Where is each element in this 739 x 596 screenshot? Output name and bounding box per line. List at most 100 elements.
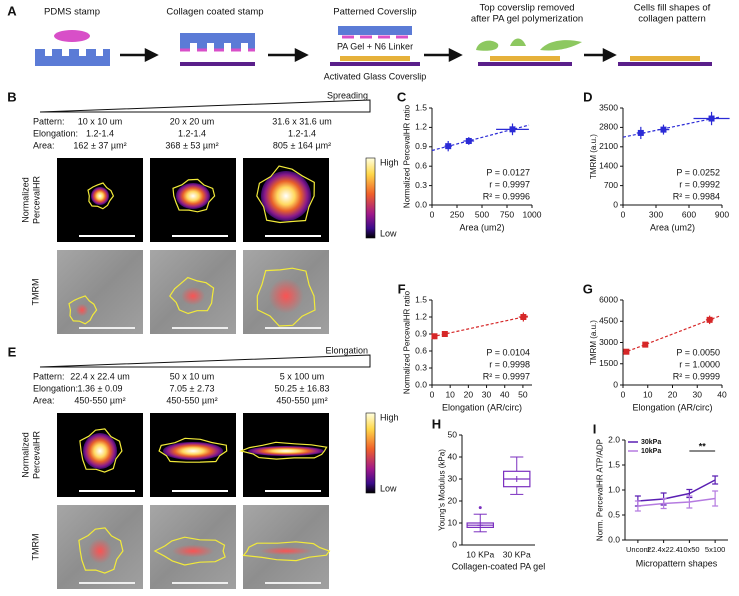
y-tick-label: 10	[448, 517, 458, 527]
row-title: PercevalHR	[31, 430, 41, 479]
column-value: 1.36 ± 0.09	[78, 383, 123, 393]
x-tick-label: Uncont	[626, 545, 651, 554]
y-tick-label: 40	[448, 451, 458, 461]
cell	[510, 38, 526, 46]
x-tick-label: 500	[475, 209, 489, 219]
stat-label: r = 0.9992	[679, 179, 720, 189]
x-tick-label: 22.4x22.4	[647, 545, 680, 554]
colorbar-high: High	[380, 412, 399, 422]
y-tick-label: 0.3	[415, 180, 427, 190]
row-title: PercevalHR	[31, 175, 41, 224]
cell	[540, 40, 582, 51]
cell-heat	[261, 171, 311, 221]
glass-coverslip	[330, 62, 420, 66]
row-title: TMRM	[30, 279, 40, 306]
y-tick-label: 2.0	[608, 434, 620, 444]
column-value: 7.05 ± 2.73	[170, 383, 215, 393]
error-bar	[634, 500, 641, 512]
x-tick-label: 0	[430, 209, 435, 219]
x-axis-title: Elongation (AR/circ)	[632, 402, 712, 412]
stat-label: R² = 0.9996	[483, 191, 530, 201]
mean	[477, 522, 484, 529]
column-value: 368 ± 53 µm²	[165, 140, 218, 150]
tmrm-image	[57, 250, 143, 334]
step-label: Top coverslip removed	[479, 3, 574, 14]
panel-letter: A	[7, 3, 17, 18]
stat-label: r = 1.0000	[679, 359, 720, 369]
x-tick-label: 30 KPa	[503, 549, 531, 559]
x-tick-label: 30	[693, 389, 703, 399]
y-tick-label: 1.5	[415, 102, 427, 112]
point	[642, 341, 649, 348]
column-value: 10 x 10 um	[78, 116, 123, 126]
y-tick-label: 4500	[599, 316, 618, 326]
cell-outline	[79, 428, 123, 473]
error-bar	[712, 490, 719, 507]
x-axis-title: Collagen-coated PA gel	[452, 561, 545, 571]
glass-label: Activated Glass Coverslip	[324, 71, 427, 81]
step-label: PDMS stamp	[44, 7, 100, 18]
cell-outline	[68, 295, 98, 325]
y-tick-label: 6000	[599, 294, 618, 304]
column-value: 22.4 x 22.4 um	[70, 371, 130, 381]
y-tick-label: 0	[613, 379, 618, 389]
arrowhead	[294, 47, 309, 63]
mito-signal	[268, 278, 304, 314]
colorbar	[365, 157, 376, 239]
stat-label: P = 0.0104	[486, 347, 530, 357]
x-tick-label: 40	[500, 389, 510, 399]
cell-outline	[87, 182, 115, 210]
x-tick-label: 250	[450, 209, 464, 219]
mito-signal	[75, 303, 89, 317]
coated-stamp	[180, 33, 255, 43]
y-tick-label: 1.2	[415, 311, 427, 321]
error-bar	[712, 475, 719, 485]
error-bar	[686, 495, 693, 509]
colorbar-low: Low	[380, 228, 397, 238]
column-value: 805 ± 164 µm²	[273, 140, 331, 150]
x-tick-label: 30	[482, 389, 492, 399]
y-axis-title: TMRM (a.u.)	[589, 320, 598, 365]
panel-letter: B	[7, 89, 16, 104]
column-value: 31.6 x 31.6 um	[272, 116, 332, 126]
column-value: 450-550 µm²	[74, 395, 125, 405]
y-tick-label: 0.5	[608, 509, 620, 519]
wedge-label: Spreading	[327, 90, 368, 100]
y-axis-title: Normalized PercevalHR ratio	[403, 290, 412, 394]
series-line	[637, 497, 716, 507]
row-label: Elongation:	[33, 383, 78, 393]
schematic	[35, 26, 712, 66]
column-value: 450-550 µm²	[276, 395, 327, 405]
wedge	[39, 99, 371, 113]
arrowhead	[602, 47, 617, 63]
y-tick-label: 20	[448, 495, 458, 505]
stamp-teeth	[35, 49, 110, 56]
step-label: Patterned Coverslip	[333, 7, 416, 18]
colorbar	[365, 412, 376, 494]
point	[431, 333, 438, 340]
outlier	[478, 506, 482, 510]
y-tick-label: 1500	[599, 358, 618, 368]
y-tick-label: 30	[448, 473, 458, 483]
stat-label: P = 0.0127	[486, 167, 530, 177]
column-value: 50.25 ± 16.83	[275, 383, 330, 393]
stat-label: R² = 0.9999	[673, 371, 720, 381]
fit-line	[622, 116, 720, 138]
y-tick-label: 3500	[599, 102, 618, 112]
pdms-stamp	[35, 56, 110, 66]
y-tick-label: 0.6	[415, 160, 427, 170]
step-label: collagen pattern	[638, 14, 706, 25]
arrowhead	[448, 47, 463, 63]
stat-label: P = 0.0252	[676, 167, 720, 177]
point	[660, 126, 667, 133]
mean	[513, 476, 520, 482]
row-title: Normalized	[20, 432, 30, 478]
column-value: 50 x 10 um	[170, 371, 215, 381]
row-title: Normalized	[20, 177, 30, 223]
wedge-label: Elongation	[325, 345, 368, 355]
x-tick-label: 600	[682, 209, 696, 219]
stat-label: R² = 0.9984	[673, 191, 720, 201]
row-label: Area:	[33, 140, 55, 150]
y-tick-label: 0.0	[415, 199, 427, 209]
